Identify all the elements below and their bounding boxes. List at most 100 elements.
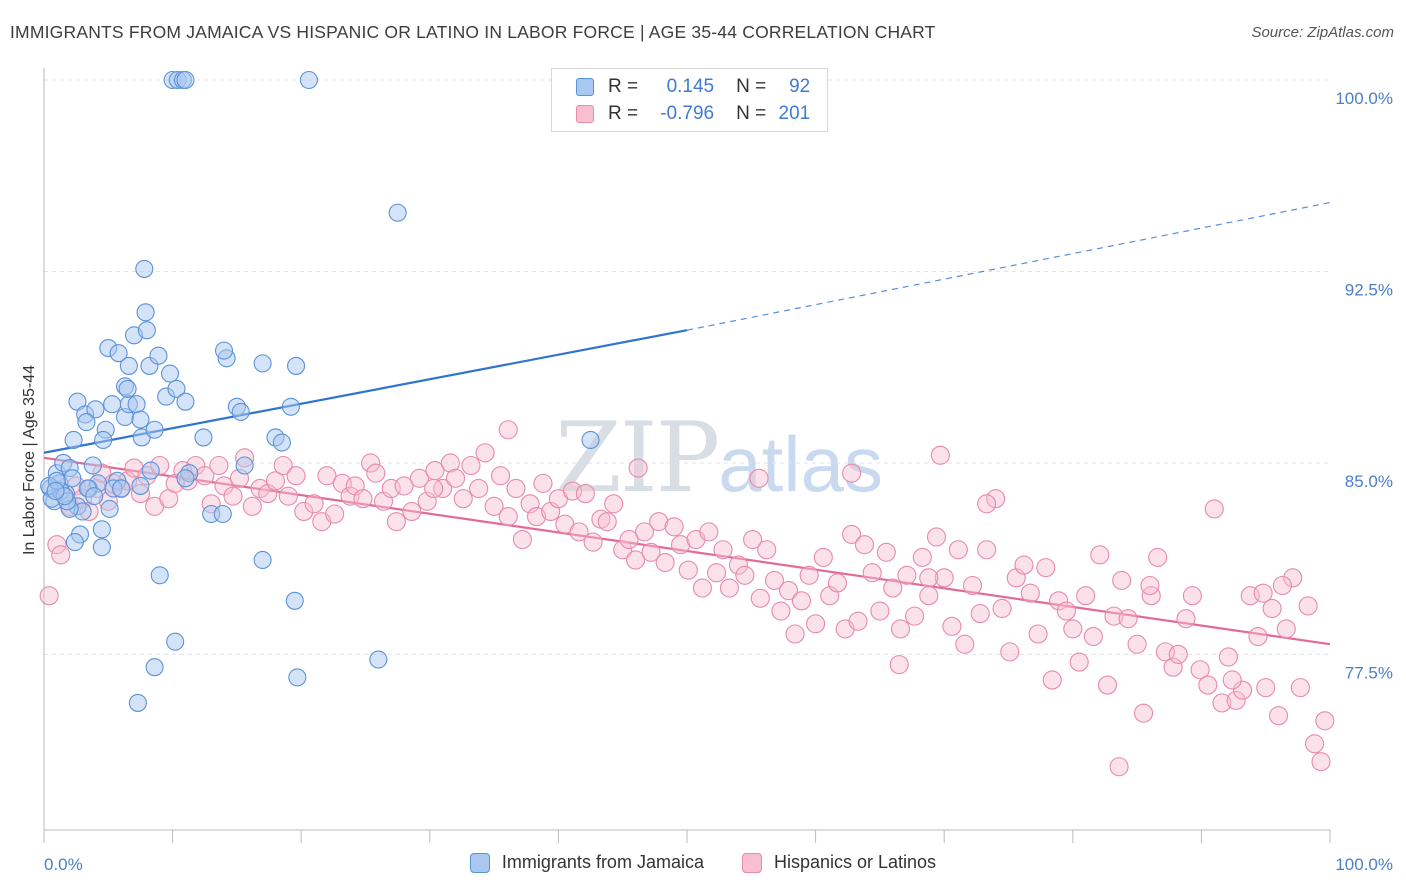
point-hispanic bbox=[806, 614, 826, 634]
point-jamaica bbox=[131, 476, 150, 495]
point-hispanic bbox=[628, 458, 648, 478]
point-hispanic bbox=[1163, 657, 1183, 677]
point-jamaica bbox=[85, 487, 104, 506]
point-hispanic bbox=[1028, 624, 1048, 644]
point-hispanic bbox=[948, 540, 968, 560]
point-hispanic bbox=[1212, 693, 1232, 713]
point-hispanic bbox=[771, 601, 791, 621]
point-hispanic bbox=[641, 542, 661, 562]
point-jamaica bbox=[136, 303, 155, 322]
legend-swatch-pink bbox=[741, 852, 762, 873]
point-hispanic bbox=[1042, 670, 1062, 690]
point-hispanic bbox=[749, 468, 769, 488]
point-hispanic bbox=[461, 455, 481, 476]
point-hispanic bbox=[1290, 678, 1310, 698]
point-hispanic bbox=[484, 496, 504, 516]
point-jamaica bbox=[194, 428, 213, 447]
point-jamaica bbox=[235, 456, 254, 475]
y-tick-label: 92.5% bbox=[1345, 280, 1393, 299]
point-jamaica bbox=[77, 413, 96, 432]
point-hispanic bbox=[1118, 609, 1138, 629]
legend-swatch-blue bbox=[576, 78, 594, 96]
legend-item-jamaica[interactable]: Immigrants from Jamaica bbox=[469, 852, 704, 873]
point-hispanic bbox=[977, 494, 997, 514]
y-tick-label: 77.5% bbox=[1345, 663, 1393, 682]
point-jamaica bbox=[369, 650, 388, 669]
point-jamaica bbox=[214, 341, 234, 360]
point-jamaica bbox=[145, 658, 164, 677]
point-jamaica bbox=[112, 479, 131, 498]
point-hispanic bbox=[934, 568, 954, 588]
point-hispanic bbox=[743, 529, 763, 550]
point-hispanic bbox=[597, 512, 617, 532]
point-hispanic bbox=[278, 486, 298, 506]
point-jamaica bbox=[285, 591, 304, 610]
point-hispanic bbox=[919, 568, 939, 588]
point-hispanic bbox=[445, 468, 466, 488]
legend-label-hispanic: Hispanics or Latinos bbox=[773, 852, 937, 872]
point-jamaica bbox=[272, 433, 291, 452]
legend-item-hispanic[interactable]: Hispanics or Latinos bbox=[741, 852, 937, 873]
point-jamaica bbox=[287, 356, 306, 375]
point-hispanic bbox=[713, 540, 733, 560]
point-hispanic bbox=[386, 512, 406, 532]
point-hispanic bbox=[986, 489, 1006, 509]
point-jamaica bbox=[176, 469, 195, 488]
point-hispanic bbox=[294, 501, 314, 522]
point-hispanic bbox=[883, 578, 903, 598]
point-hispanic bbox=[912, 547, 932, 567]
point-hispanic bbox=[649, 512, 669, 532]
point-hispanic bbox=[353, 489, 373, 509]
point-hispanic bbox=[583, 532, 603, 552]
point-hispanic bbox=[1109, 757, 1129, 777]
point-hispanic bbox=[1083, 627, 1103, 647]
point-jamaica bbox=[149, 346, 168, 365]
point-jamaica bbox=[281, 397, 300, 416]
point-hispanic bbox=[671, 535, 691, 555]
point-hispanic bbox=[678, 560, 698, 580]
point-hispanic bbox=[635, 522, 655, 542]
point-hispanic bbox=[424, 478, 444, 499]
point-hispanic bbox=[569, 522, 589, 542]
legend-r-value: 0.145 bbox=[666, 76, 715, 97]
point-hispanic bbox=[1076, 586, 1096, 606]
point-hispanic bbox=[757, 540, 777, 560]
legend-n-value: 92 bbox=[789, 76, 811, 97]
point-jamaica bbox=[299, 70, 318, 90]
point-hispanic bbox=[209, 455, 229, 476]
point-hispanic bbox=[1256, 678, 1276, 698]
point-hispanic bbox=[1133, 703, 1154, 723]
point-jamaica bbox=[131, 410, 150, 429]
point-hispanic bbox=[273, 455, 293, 476]
point-jamaica bbox=[388, 203, 407, 222]
point-hispanic bbox=[1049, 591, 1069, 611]
correlation-legend: R = 0.145 N = 92 R = -0.796 N = 201 bbox=[551, 68, 828, 132]
point-hispanic bbox=[728, 555, 748, 575]
point-hispanic bbox=[876, 542, 896, 562]
point-jamaica bbox=[167, 379, 186, 398]
point-hispanic bbox=[1104, 606, 1124, 626]
point-jamaica bbox=[63, 469, 82, 488]
point-hispanic bbox=[475, 443, 495, 463]
watermark: ZIPatlas bbox=[555, 402, 883, 514]
legend-label-jamaica: Immigrants from Jamaica bbox=[501, 852, 704, 872]
point-jamaica bbox=[166, 632, 185, 651]
point-hispanic bbox=[526, 507, 547, 527]
legend-swatch-blue bbox=[469, 852, 490, 873]
point-hispanic bbox=[1182, 586, 1202, 606]
point-hispanic bbox=[1218, 647, 1238, 667]
point-hispanic bbox=[905, 606, 925, 626]
point-jamaica bbox=[109, 344, 128, 363]
point-hispanic bbox=[779, 581, 799, 601]
point-hispanic bbox=[409, 468, 430, 488]
point-jamaica bbox=[92, 520, 111, 539]
point-hispanic bbox=[1204, 499, 1224, 519]
point-hispanic bbox=[1272, 575, 1292, 596]
point-hispanic bbox=[854, 535, 875, 555]
axis-labels: 100.0% 92.5% 85.0% 77.5% 0.0% 100.0% In Labor … bbox=[21, 89, 1393, 874]
legend-row-hispanic: R = -0.796 N = 201 bbox=[576, 102, 810, 126]
legend-n-label: N = bbox=[736, 76, 767, 97]
point-hispanic bbox=[655, 552, 675, 573]
point-hispanic bbox=[613, 540, 633, 560]
point-hispanic bbox=[1276, 619, 1296, 639]
